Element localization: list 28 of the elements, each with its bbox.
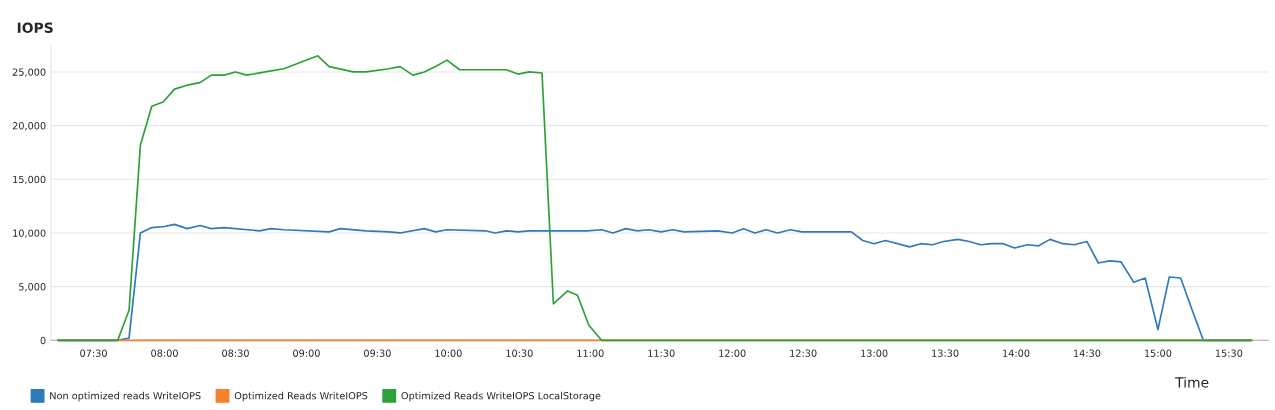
y-tick-label: 20,000 (12, 122, 46, 131)
x-tick-label: 07:30 (80, 349, 107, 357)
x-tick-label: 15:00 (1144, 349, 1172, 357)
x-tick-label: 09:30 (364, 349, 391, 357)
legend-label: Non optimized reads WriteIOPS (50, 391, 201, 402)
x-tick-label: 10:00 (435, 349, 462, 357)
x-tick-label: 13:00 (861, 349, 888, 357)
x-tick-label: 13:30 (932, 349, 959, 357)
y-tick-label: 25,000 (12, 68, 46, 77)
x-tick-label: 14:30 (1074, 349, 1101, 357)
legend-label: Optimized Reads WriteIOPS (234, 391, 368, 402)
x-tick-label: 10:30 (506, 349, 533, 357)
y-tick-label: 0 (40, 336, 46, 345)
x-tick-label: 12:30 (790, 349, 817, 357)
x-tick-label: 11:30 (648, 349, 675, 357)
y-tick-label: 10,000 (13, 229, 46, 238)
x-tick-label: 08:00 (151, 349, 178, 357)
x-tick-label: 09:00 (293, 349, 320, 357)
x-tick-label: 15:30 (1215, 349, 1243, 357)
x-tick-label: 08:30 (222, 349, 249, 357)
x-tick-label: 14:00 (1003, 349, 1030, 357)
x-tick-label: 11:00 (577, 349, 604, 357)
y-tick-label: 15,000 (13, 175, 46, 185)
x-tick-label: 12:00 (719, 349, 746, 357)
y-axis-title: IOPS (17, 22, 53, 33)
y-tick-label: 5,000 (19, 283, 46, 292)
x-axis-title: Time (1175, 376, 1209, 388)
legend-label: Optimized Reads WriteIOPS LocalStorage (401, 391, 601, 402)
